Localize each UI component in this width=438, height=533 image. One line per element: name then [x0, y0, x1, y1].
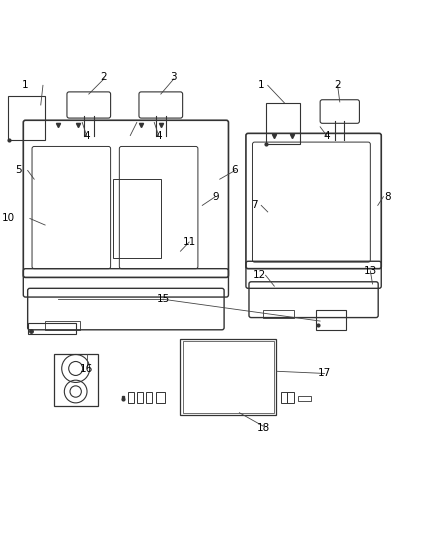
Text: 12: 12	[252, 270, 266, 280]
Bar	[8, 96, 45, 140]
Bar	[137, 392, 143, 403]
Bar	[287, 392, 293, 403]
Text: 7: 7	[251, 200, 258, 211]
Text: 4: 4	[155, 131, 162, 141]
Bar	[263, 310, 294, 318]
Text: 2: 2	[101, 71, 107, 82]
Text: 4: 4	[323, 131, 330, 141]
Text: 13: 13	[364, 266, 377, 276]
Bar	[183, 341, 274, 413]
Text: 8: 8	[385, 192, 391, 201]
Bar	[113, 179, 161, 258]
Bar	[316, 310, 346, 330]
Bar	[281, 392, 287, 403]
Text: 17: 17	[318, 368, 331, 378]
Text: 11: 11	[183, 237, 196, 247]
Bar	[45, 321, 80, 330]
Text: 18: 18	[257, 423, 270, 433]
Text: 10: 10	[1, 214, 14, 223]
Text: 15: 15	[156, 294, 170, 304]
Bar	[180, 338, 276, 415]
Text: 3: 3	[170, 71, 177, 82]
Bar	[145, 392, 152, 403]
Bar	[298, 396, 311, 400]
Bar	[156, 392, 165, 403]
Text: 1: 1	[22, 80, 29, 90]
Text: 5: 5	[16, 165, 22, 175]
Text: 16: 16	[80, 364, 93, 374]
Bar	[28, 323, 76, 334]
Bar	[54, 354, 98, 406]
Text: 1: 1	[258, 80, 265, 90]
Text: 6: 6	[232, 165, 238, 175]
Text: 2: 2	[334, 80, 341, 90]
Bar	[265, 103, 300, 144]
Text: 4: 4	[83, 131, 90, 141]
Bar	[128, 392, 134, 403]
Text: 9: 9	[212, 192, 219, 201]
